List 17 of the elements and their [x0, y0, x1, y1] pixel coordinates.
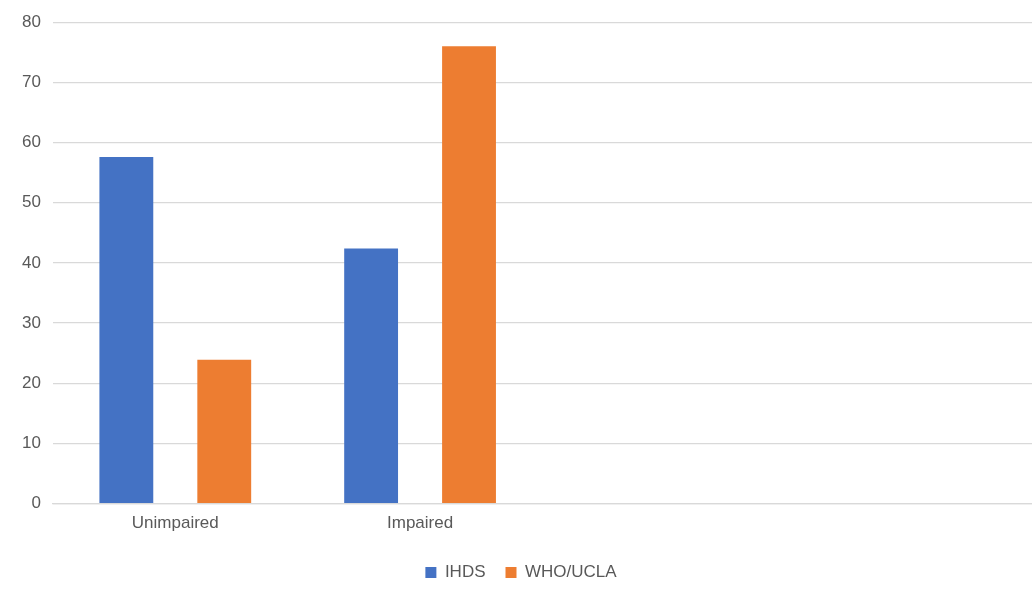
x-tick-label: Unimpaired	[131, 513, 219, 533]
bar	[442, 46, 496, 503]
y-tick-label: 60	[21, 132, 41, 152]
bar	[344, 248, 399, 503]
y-tick-label: 30	[21, 312, 41, 332]
x-tick-label: Impaired	[387, 513, 454, 533]
y-tick-label: 0	[31, 493, 41, 513]
y-tick-label: 40	[21, 252, 41, 272]
y-tick-label: 10	[21, 433, 41, 453]
bar	[99, 156, 154, 503]
legend-label: WHO/UCLA	[525, 562, 618, 582]
y-tick-label: 80	[21, 11, 41, 31]
y-tick-label: 70	[21, 72, 41, 92]
bar	[197, 359, 252, 503]
y-tick-label: 20	[21, 372, 41, 392]
legend-label: IHDS	[444, 562, 486, 582]
y-tick-label: 50	[21, 192, 41, 212]
